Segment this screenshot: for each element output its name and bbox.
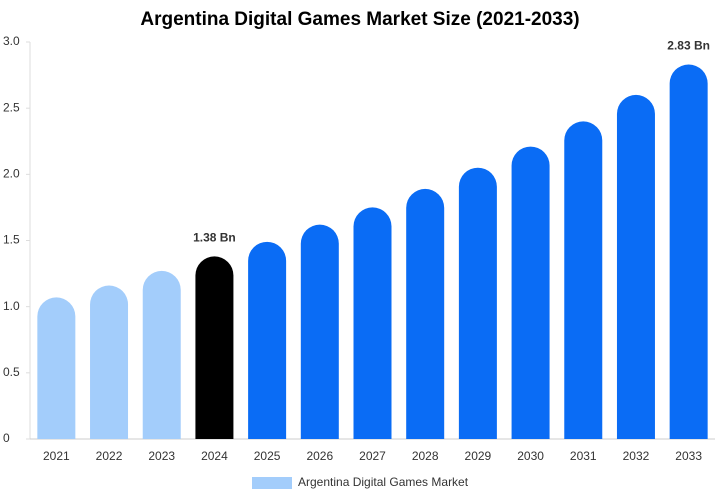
x-tick-label: 2030 bbox=[517, 449, 544, 463]
x-tick-label: 2031 bbox=[570, 449, 597, 463]
bar bbox=[406, 188, 445, 439]
bar bbox=[142, 270, 181, 439]
x-tick-label: 2033 bbox=[675, 449, 702, 463]
x-tick-label: 2029 bbox=[465, 449, 492, 463]
bar bbox=[669, 64, 708, 439]
x-tick-label: 2028 bbox=[412, 449, 439, 463]
value-label: 2.83 Bn bbox=[667, 39, 710, 53]
chart-title: Argentina Digital Games Market Size (202… bbox=[140, 9, 579, 30]
bar bbox=[248, 241, 287, 439]
bar bbox=[564, 121, 603, 439]
y-tick-label: 1.0 bbox=[3, 299, 20, 313]
bar bbox=[511, 146, 550, 439]
x-tick-label: 2024 bbox=[201, 449, 228, 463]
bar bbox=[616, 94, 655, 439]
x-tick-label: 2027 bbox=[359, 449, 386, 463]
bar bbox=[353, 207, 392, 439]
y-tick-label: 2.5 bbox=[3, 100, 20, 114]
y-tick-label: 1.5 bbox=[3, 233, 20, 247]
x-tick-label: 2032 bbox=[623, 449, 650, 463]
legend-label: Argentina Digital Games Market bbox=[298, 475, 469, 489]
x-tick-label: 2022 bbox=[96, 449, 123, 463]
bar bbox=[90, 285, 129, 439]
x-tick-label: 2021 bbox=[43, 449, 70, 463]
legend-swatch bbox=[252, 477, 292, 489]
y-tick-label: 0 bbox=[3, 431, 10, 445]
bar bbox=[37, 297, 76, 439]
x-tick-label: 2025 bbox=[254, 449, 281, 463]
bar bbox=[458, 167, 497, 439]
x-tick-label: 2023 bbox=[148, 449, 175, 463]
y-tick-label: 2.0 bbox=[3, 167, 20, 181]
bar bbox=[300, 224, 339, 439]
x-tick-label: 2026 bbox=[306, 449, 333, 463]
bar bbox=[195, 256, 234, 439]
value-label: 1.38 Bn bbox=[193, 231, 236, 245]
y-tick-label: 0.5 bbox=[3, 365, 20, 379]
y-tick-label: 3.0 bbox=[3, 34, 20, 48]
